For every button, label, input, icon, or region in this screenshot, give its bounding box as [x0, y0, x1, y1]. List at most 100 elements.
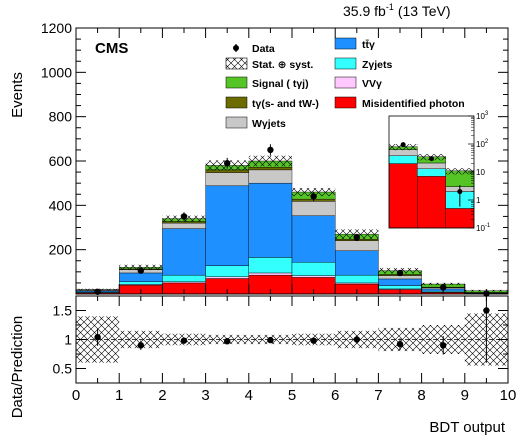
x-axis-title: BDT output — [429, 419, 505, 436]
x-tick-label: 8 — [417, 387, 425, 404]
inset-bar-zgjets-bin-1 — [417, 168, 446, 177]
ratio-point — [440, 342, 447, 349]
ratio-y-tick-label: 1.5 — [53, 303, 73, 319]
y-tick-label: 1000 — [41, 64, 72, 80]
legend-label-tgamma: tγ(s- and tW-) — [252, 98, 319, 110]
syst-band-bin-4 — [248, 155, 292, 167]
inset-data-point — [457, 189, 463, 195]
ratio-plot-area: 0.5 1 1.5 0 1 2 3 4 5 6 7 8 9 10 — [53, 295, 517, 404]
inset-bar-misid-bin-0 — [388, 163, 418, 229]
bar-tgamma-bin-2 — [162, 221, 206, 224]
legend-label-data: Data — [252, 43, 275, 55]
x-tick-label: 4 — [245, 387, 253, 404]
syst-band-bin-8 — [421, 282, 465, 286]
ratio-y-tick-label: 0.5 — [53, 361, 73, 377]
bar-zgjets-bin-2 — [162, 274, 206, 283]
ratio-axes: 0.5 1 1.5 0 1 2 3 4 5 6 7 8 9 10 — [53, 295, 517, 404]
legend-swatch-misid — [334, 96, 357, 109]
ratio-point — [483, 307, 490, 314]
bar-vvgamma-bin-5 — [291, 275, 336, 278]
inset-data-point — [400, 142, 406, 148]
inset-tick-label: 10-1 — [476, 223, 491, 233]
legend-label-wgjets: Wγjets — [252, 118, 286, 130]
inset-log-plot: 10-1 1 10 102 103 — [388, 111, 498, 233]
y-tick-label: 1200 — [41, 20, 72, 36]
bar-wgjets-bin-6 — [335, 240, 379, 251]
bar-ttgamma-bin-2 — [162, 228, 206, 276]
bar-zgjets-bin-5 — [291, 262, 336, 276]
inset-data-points — [400, 142, 463, 207]
y-tick-label: 400 — [49, 197, 73, 213]
bar-zgjets-bin-7 — [378, 285, 422, 290]
ratio-point — [137, 342, 144, 349]
main-plot-area: 200 400 600 800 1000 1200 — [41, 20, 509, 297]
inset-bar-misid-bin-1 — [417, 176, 446, 229]
bar-tgamma-bin-4 — [248, 167, 293, 171]
ratio-points — [76, 296, 508, 363]
y-tick-label: 200 — [49, 242, 73, 258]
inset-bar-misid-bin-2 — [445, 208, 475, 229]
bar-vvgamma-bin-3 — [205, 276, 250, 279]
legend-swatch-signal — [225, 76, 248, 89]
inset-syst-band — [445, 168, 474, 175]
bar-zgjets-bin-4 — [248, 257, 293, 274]
bar-zgjets-bin-6 — [335, 274, 379, 284]
bar-wgjets-bin-4 — [248, 169, 293, 184]
data-point — [310, 193, 317, 200]
data-point — [224, 160, 231, 167]
legend-swatch-syst — [225, 57, 248, 70]
legend-label-misid: Misidentified photon — [362, 98, 465, 110]
inset-bar-zgjets-bin-0 — [388, 155, 418, 164]
data-point — [267, 146, 274, 154]
inset-bar-wgjets-bin-1 — [417, 162, 446, 170]
legend-label-signal: Signal ( tγj) — [252, 78, 309, 90]
legend-swatch-tgamma — [225, 96, 248, 109]
bar-ttgamma-bin-5 — [291, 215, 336, 263]
inset-tick-label: 102 — [476, 139, 489, 149]
legend-swatch-zgjets — [334, 57, 357, 70]
legend-swatch-vvgamma — [334, 76, 357, 89]
bar-zgjets-bin-1 — [118, 281, 163, 285]
legend-data-marker — [233, 44, 239, 52]
bar-ttgamma-bin-7 — [378, 278, 422, 286]
x-tick-label: 1 — [115, 387, 123, 404]
inset-tick-label: 1 — [476, 196, 481, 205]
ratio-point — [310, 337, 317, 344]
x-tick-label: 9 — [461, 387, 469, 404]
bar-ttgamma-bin-3 — [205, 185, 250, 266]
lumi-text: 35.9 fb-1 (13 TeV) — [343, 2, 451, 19]
data-point — [353, 234, 360, 241]
bar-ttgamma-bin-1 — [118, 272, 163, 283]
x-tick-label: 10 — [500, 387, 517, 404]
legend-swatch-ttgamma — [334, 37, 357, 50]
data-point — [180, 213, 188, 220]
legend: Data Stat. ⊕ syst. Signal ( tγj) tγ(s- a… — [225, 37, 465, 130]
ratio-y-tick-label: 1 — [64, 332, 72, 348]
y-tick-label: 800 — [49, 109, 73, 125]
x-tick-label: 2 — [158, 387, 166, 404]
bar-vvgamma-bin-4 — [248, 272, 293, 276]
bar-ttgamma-bin-4 — [248, 182, 293, 258]
y-axis-title: Events — [9, 72, 26, 118]
data-point — [137, 267, 144, 274]
legend-label-syst: Stat. ⊕ syst. — [252, 59, 313, 71]
inset-tick-label: 10 — [476, 168, 485, 177]
bar-zgjets-bin-3 — [205, 265, 250, 277]
ratio-point — [94, 333, 101, 341]
ratio-point — [180, 337, 188, 344]
bar-wgjets-bin-5 — [291, 201, 336, 216]
main-axes: 200 400 600 800 1000 1200 — [41, 20, 509, 295]
x-tick-label: 7 — [374, 387, 382, 404]
x-tick-label: 3 — [201, 387, 209, 404]
inset-tick-label: 103 — [476, 111, 489, 121]
legend-swatch-wgjets — [225, 116, 248, 129]
legend-label-vvgamma: VVγ — [362, 78, 382, 90]
bar-wgjets-bin-2 — [162, 222, 206, 229]
ratio-y-axis-title: Data/Prediction — [9, 316, 26, 419]
data-point — [396, 269, 404, 277]
x-tick-label: 5 — [288, 387, 296, 404]
bar-ttgamma-bin-6 — [335, 250, 379, 276]
legend-label-ttgamma: tt̄γ — [362, 39, 375, 51]
data-point — [440, 284, 447, 291]
